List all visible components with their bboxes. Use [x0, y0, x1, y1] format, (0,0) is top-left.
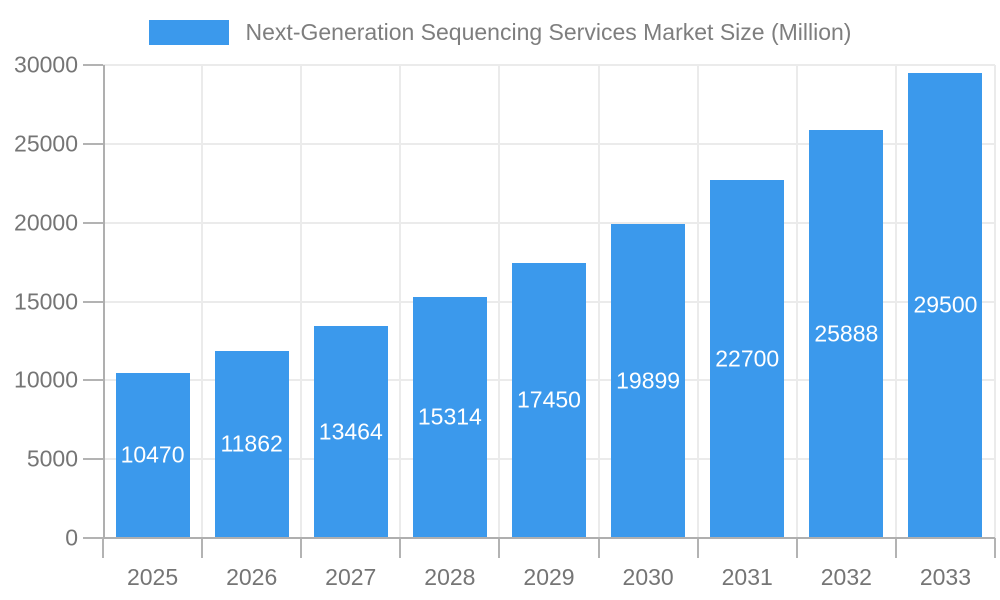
x-tick-label: 2028 [424, 564, 476, 590]
gridline-vertical [994, 65, 996, 538]
gridline-vertical [498, 65, 501, 538]
bar: 13464 [313, 325, 388, 538]
bar: 25888 [809, 129, 884, 538]
legend-swatch [148, 20, 229, 45]
bar-value-label: 13464 [318, 418, 383, 445]
gridline-horizontal [103, 64, 995, 66]
y-axis-line [103, 65, 105, 538]
x-axis-labels: 2025 2026 2027 2028 2029 2030 2031 2032 2033 [103, 564, 995, 592]
legend: Next-Generation Sequencing Services Mark… [0, 19, 1000, 46]
gridline-vertical [894, 65, 897, 538]
bar: 17450 [512, 262, 586, 538]
x-tick [102, 538, 104, 558]
y-axis-labels: 0 5000 10000 15000 20000 25000 30000 [0, 52, 78, 551]
x-tick-label: 2031 [721, 564, 773, 590]
y-tick [83, 64, 103, 66]
bar-value-label: 15314 [417, 403, 482, 430]
bar-value-label: 29500 [913, 291, 978, 318]
x-tick [696, 538, 699, 558]
bar-value-label: 17450 [517, 386, 581, 413]
gridline-vertical [795, 65, 798, 538]
bar: 29500 [908, 72, 983, 538]
x-axis-ticks [102, 538, 996, 558]
bar: 15314 [412, 296, 487, 538]
y-tick-label: 10000 [14, 366, 78, 393]
y-tick [83, 221, 103, 224]
plot-area: 10470 11862 13464 15314 17450 19899 22700 25888… [103, 64, 996, 539]
gridline-vertical [597, 65, 600, 538]
x-tick [994, 538, 996, 558]
y-tick-label: 20000 [14, 209, 78, 236]
bar: 22700 [710, 180, 785, 538]
x-tick [300, 538, 303, 558]
x-tick-label: 2030 [622, 564, 674, 590]
x-tick [399, 538, 402, 558]
x-tick [795, 538, 798, 558]
y-tick [83, 379, 103, 382]
gridline-vertical [399, 65, 402, 538]
y-tick [83, 537, 103, 539]
x-tick-label: 2025 [126, 564, 179, 590]
x-tick-label: 2026 [226, 564, 278, 590]
y-tick [83, 142, 103, 145]
x-tick [894, 538, 897, 558]
y-tick-label: 25000 [14, 130, 78, 157]
bar-value-label: 11862 [220, 430, 283, 457]
x-tick-label: 2032 [820, 564, 872, 590]
bar: 10470 [115, 372, 190, 538]
bar-value-label: 25888 [814, 320, 879, 347]
gridline-vertical [696, 65, 699, 538]
gridline-horizontal [103, 221, 995, 224]
gridline-vertical [201, 65, 204, 538]
y-tick-label: 0 [65, 524, 78, 551]
legend-label: Next-Generation Sequencing Services Mark… [245, 19, 852, 45]
x-tick [498, 538, 501, 558]
gridline-vertical [300, 65, 303, 538]
x-tick-label: 2027 [325, 564, 377, 590]
bar-value-label: 19899 [616, 367, 681, 394]
y-tick [83, 458, 103, 461]
bar: 19899 [611, 224, 686, 538]
gridline-horizontal [103, 142, 995, 145]
y-tick [83, 300, 103, 303]
y-tick-label: 5000 [26, 445, 78, 472]
x-tick-label: 2033 [919, 564, 972, 590]
x-tick-label: 2029 [523, 564, 575, 590]
bar: 11862 [214, 350, 289, 538]
y-axis-ticks [83, 64, 103, 539]
y-tick-label: 15000 [14, 288, 78, 314]
x-tick [201, 538, 204, 558]
y-tick-label: 30000 [14, 51, 78, 78]
x-tick [597, 538, 600, 558]
bar-value-label: 10470 [120, 441, 185, 468]
bar-value-label: 22700 [715, 345, 780, 372]
x-axis-line [103, 537, 995, 539]
